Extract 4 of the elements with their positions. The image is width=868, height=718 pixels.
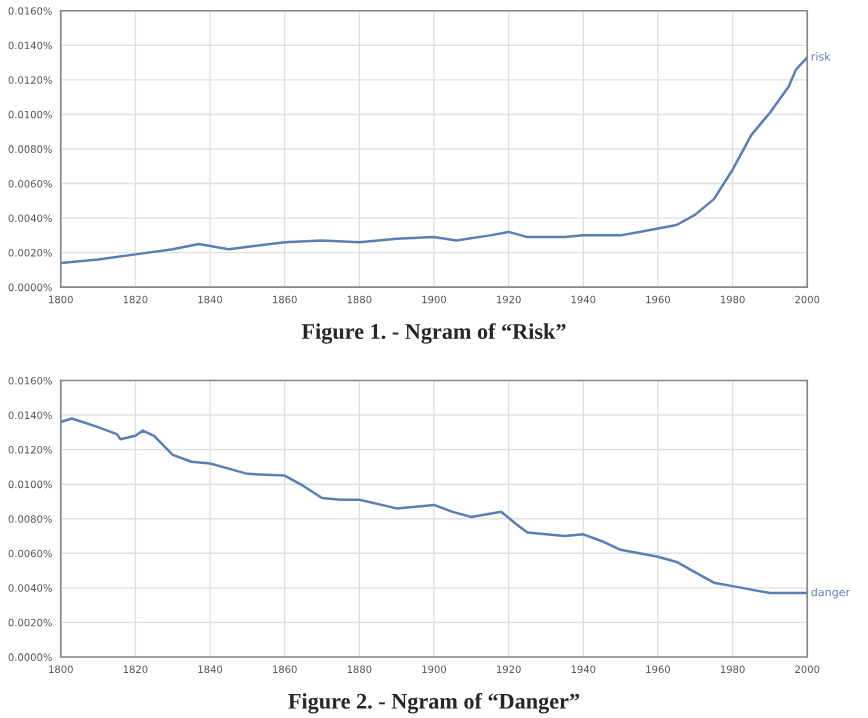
line-series (60, 56, 808, 265)
text: Figure 2. - Ngram of “Danger” (288, 692, 580, 714)
text: Figure 1. - Ngram of “Risk” (301, 323, 566, 344)
line-series (60, 417, 808, 595)
